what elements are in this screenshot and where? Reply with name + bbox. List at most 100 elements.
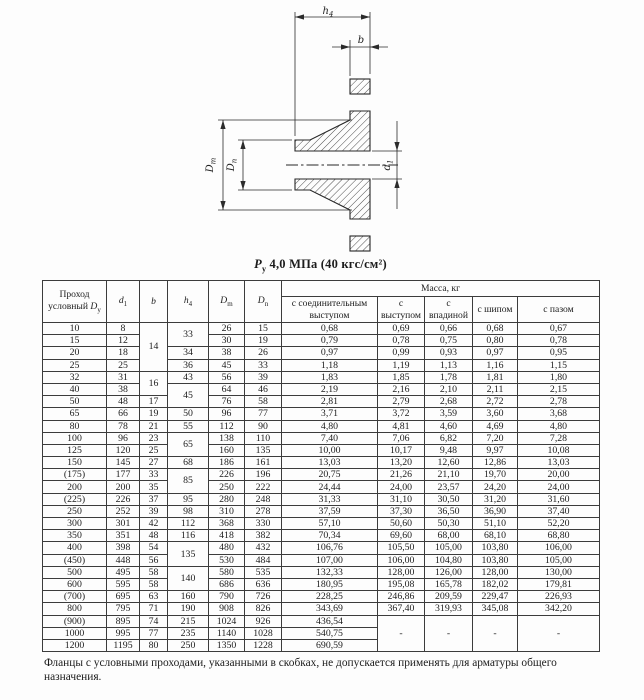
table-cell: 54 (139, 541, 168, 555)
table-cell: 106,00 (377, 553, 425, 567)
table-cell: 226 (106, 492, 140, 506)
table-cell: - (472, 614, 518, 653)
table-cell: 36,90 (472, 504, 518, 519)
col-header-d1: d1 (106, 280, 140, 323)
table-cell: 248 (244, 492, 282, 506)
table-cell: 100 (42, 431, 107, 445)
table-cell: 484 (244, 553, 282, 567)
col-header-mass-recess: с впадиной (424, 296, 473, 323)
col-header-dy-line1: Проход (59, 289, 90, 301)
table-cell: 0,68 (472, 321, 518, 336)
table-row: 600 595 58 686 636 180,95 195,08 165,78 182,02 17… (42, 577, 600, 592)
table-cell: 20,75 (281, 468, 378, 482)
table-cell: 13,03 (281, 456, 378, 470)
table-cell: 495 (106, 565, 140, 579)
table-cell: 9,97 (472, 443, 518, 458)
table-cell: 13,03 (517, 456, 600, 470)
table-cell: 58 (139, 577, 168, 592)
table-cell: 38 (106, 382, 140, 397)
table-cell: 310 (208, 504, 245, 519)
table-cell: 103,80 (472, 553, 518, 567)
table-cell: 1,80 (517, 370, 600, 384)
col-header-dm: Dm (208, 280, 245, 323)
table-cell: 104,80 (424, 553, 473, 567)
table-row: 500 495 58 140 580 535 132,33 128,00 126,00 128,0… (42, 565, 600, 592)
col-header-h4: h4 (167, 280, 209, 323)
table-cell: 48 (106, 395, 140, 409)
table-cell: 690,59 (281, 638, 378, 653)
table-cell: 31,60 (517, 492, 600, 506)
table-cell: 48 (139, 529, 168, 543)
table-cell: 186 (208, 456, 245, 470)
flange-drawing: h4 b Dm Dn d1 (100, 4, 460, 256)
pressure-title: Pу 4,0 МПа (40 кгс/см²) (42, 257, 599, 274)
table-cell: 112 (208, 419, 245, 433)
table-cell: 1,13 (424, 358, 473, 372)
table-cell: 31,10 (377, 492, 425, 506)
table-cell: 15 (244, 321, 282, 336)
table-cell: 1,85 (377, 370, 425, 384)
table-cell: 995 (106, 626, 140, 640)
table-cell: 138 (208, 431, 245, 445)
table-cell: 64 (208, 382, 245, 397)
col-header-mass-tenon: с шипом (472, 296, 518, 323)
table-cell: (700) (42, 590, 107, 604)
table-cell: 17 (139, 395, 168, 409)
table-cell: 21 (139, 419, 168, 433)
table-cell: 14 (139, 322, 168, 372)
table-cell: 130,00 (517, 565, 600, 579)
mass-recess-line2: впадиной (428, 309, 468, 321)
table-row: 250 252 39 98 310 278 37,59 37,30 36,50 36,90 37,4… (42, 504, 600, 519)
col-header-dn-symbol: D (257, 294, 265, 306)
table-cell: 342,20 (517, 602, 600, 616)
table-cell: 126,00 (424, 565, 473, 579)
table-cell: - (517, 614, 600, 653)
table-cell: 150 (42, 456, 107, 470)
table-cell: 36 (167, 358, 209, 372)
table-cell: 7,28 (517, 431, 600, 445)
table-cell: 96 (208, 407, 245, 421)
table-cell: 2,78 (517, 395, 600, 409)
table-cell: 57,10 (281, 516, 378, 531)
table-cell: 10,08 (517, 443, 600, 458)
table-row: 200 200 35 250 222 24,44 24,00 23,57 24,20 24,00 (42, 480, 600, 494)
table-cell: 69,60 (377, 529, 425, 543)
table-row: 20 18 34 38 26 0,97 0,99 0,93 0,97 0,95 (42, 346, 600, 360)
table-cell: (900) (42, 614, 107, 628)
table-cell: 1,16 (472, 358, 518, 372)
table-row: 1200 1195 80 250 1350 1228 690,59 (42, 638, 600, 653)
table-cell: 1,15 (517, 358, 600, 372)
dim-label-b: b (358, 35, 364, 46)
pressure-value: 4,0 МПа (40 кгс/см²) (269, 257, 387, 271)
col-header-mass-group: Масса, кг (281, 280, 600, 297)
table-cell: 55 (167, 419, 209, 433)
table-row: 800 795 71 190 908 826 343,69 367,40 319,93 345,0… (42, 602, 600, 616)
table-cell: 200 (106, 480, 140, 494)
table-cell: 77 (139, 626, 168, 640)
table-cell: 13,20 (377, 456, 425, 470)
table-cell: 0,78 (517, 334, 600, 348)
dimension-arrows (220, 14, 400, 210)
table-cell: 0,99 (377, 346, 425, 360)
table-cell: 246,86 (377, 590, 425, 604)
table-cell: 800 (42, 602, 107, 616)
table-cell: 7,40 (281, 431, 378, 445)
table-cell: 125 (42, 443, 107, 458)
col-header-dy: Проход условный Dу (42, 280, 107, 323)
table-cell: 24,20 (472, 480, 518, 494)
table-cell: 0,68 (281, 321, 378, 336)
table-cell: 600 (42, 577, 107, 592)
table-cell: 50 (42, 395, 107, 409)
footnote: Фланцы с условными проходами, указанными… (44, 657, 557, 683)
table-cell: 540,75 (281, 626, 378, 640)
table-cell: 46 (244, 382, 282, 397)
table-cell: 2,79 (377, 395, 425, 409)
table-cell: 319,93 (424, 602, 473, 616)
table-cell: 21,10 (424, 468, 473, 482)
table-cell: 20 (42, 346, 107, 360)
table-header: Проход условный Dу d1 b h4 Dm Dn Масса, … (42, 280, 600, 323)
table-cell: 70,34 (281, 529, 378, 543)
table-cell: 34 (167, 346, 209, 360)
table-cell: 25 (42, 358, 107, 372)
table-cell: 37,59 (281, 504, 378, 519)
